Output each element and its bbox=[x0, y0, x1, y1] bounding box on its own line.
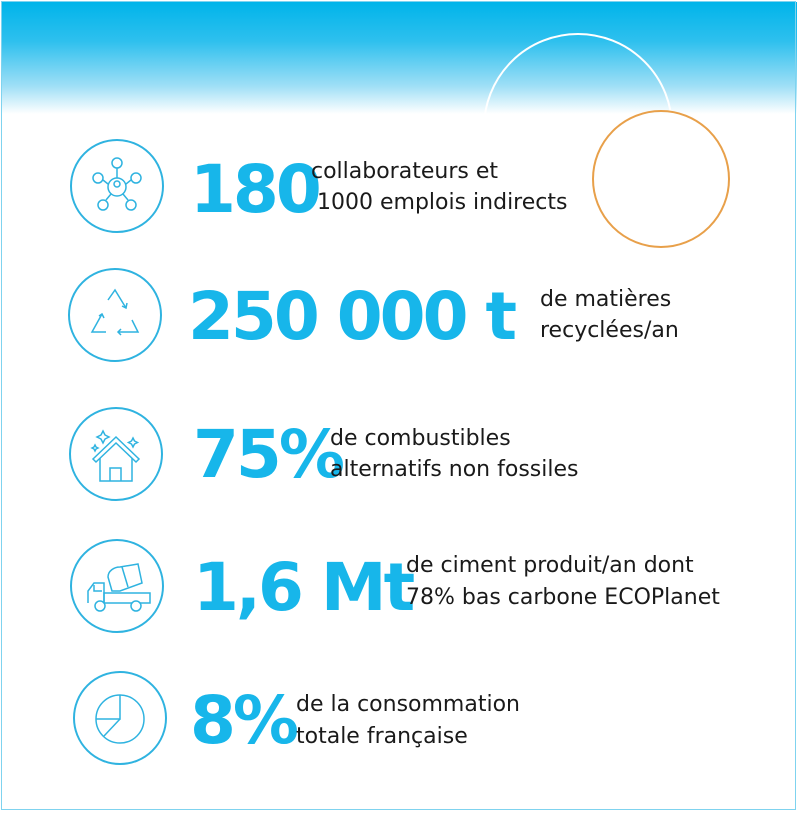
stat-desc-line1: de combustibles bbox=[330, 426, 511, 451]
white-ring bbox=[483, 33, 673, 223]
house-sparkle-icon bbox=[69, 407, 163, 501]
network-people-icon bbox=[70, 139, 164, 233]
stat-value: 75% bbox=[193, 416, 345, 493]
stat-value: 250 000 t bbox=[188, 278, 517, 355]
stat-desc-line2: 78% bas carbone ECOPlanet bbox=[406, 585, 720, 610]
stat-desc-line2: totale française bbox=[296, 724, 468, 749]
stat-desc-line1: de matières bbox=[540, 287, 672, 312]
stat-desc-line1: de la consommation bbox=[296, 692, 520, 717]
orange-ring bbox=[592, 110, 730, 248]
stat-desc-line2: 1000 emplois indirects bbox=[317, 190, 568, 215]
stat-value: 8% bbox=[190, 682, 299, 759]
stat-desc-line1: collaborateurs et bbox=[311, 159, 498, 184]
stat-desc-line2: recyclées/an bbox=[540, 318, 679, 343]
stat-desc-line2: alternatifs non fossiles bbox=[330, 457, 579, 482]
pie-chart-icon bbox=[73, 671, 167, 765]
header-gradient bbox=[2, 2, 797, 114]
stat-value: 1,6 Mt bbox=[193, 549, 415, 626]
cement-truck-icon bbox=[70, 539, 164, 633]
stat-value: 180 bbox=[190, 151, 322, 228]
recycle-icon bbox=[68, 268, 162, 362]
stat-desc-line1: de ciment produit/an dont bbox=[406, 553, 694, 578]
